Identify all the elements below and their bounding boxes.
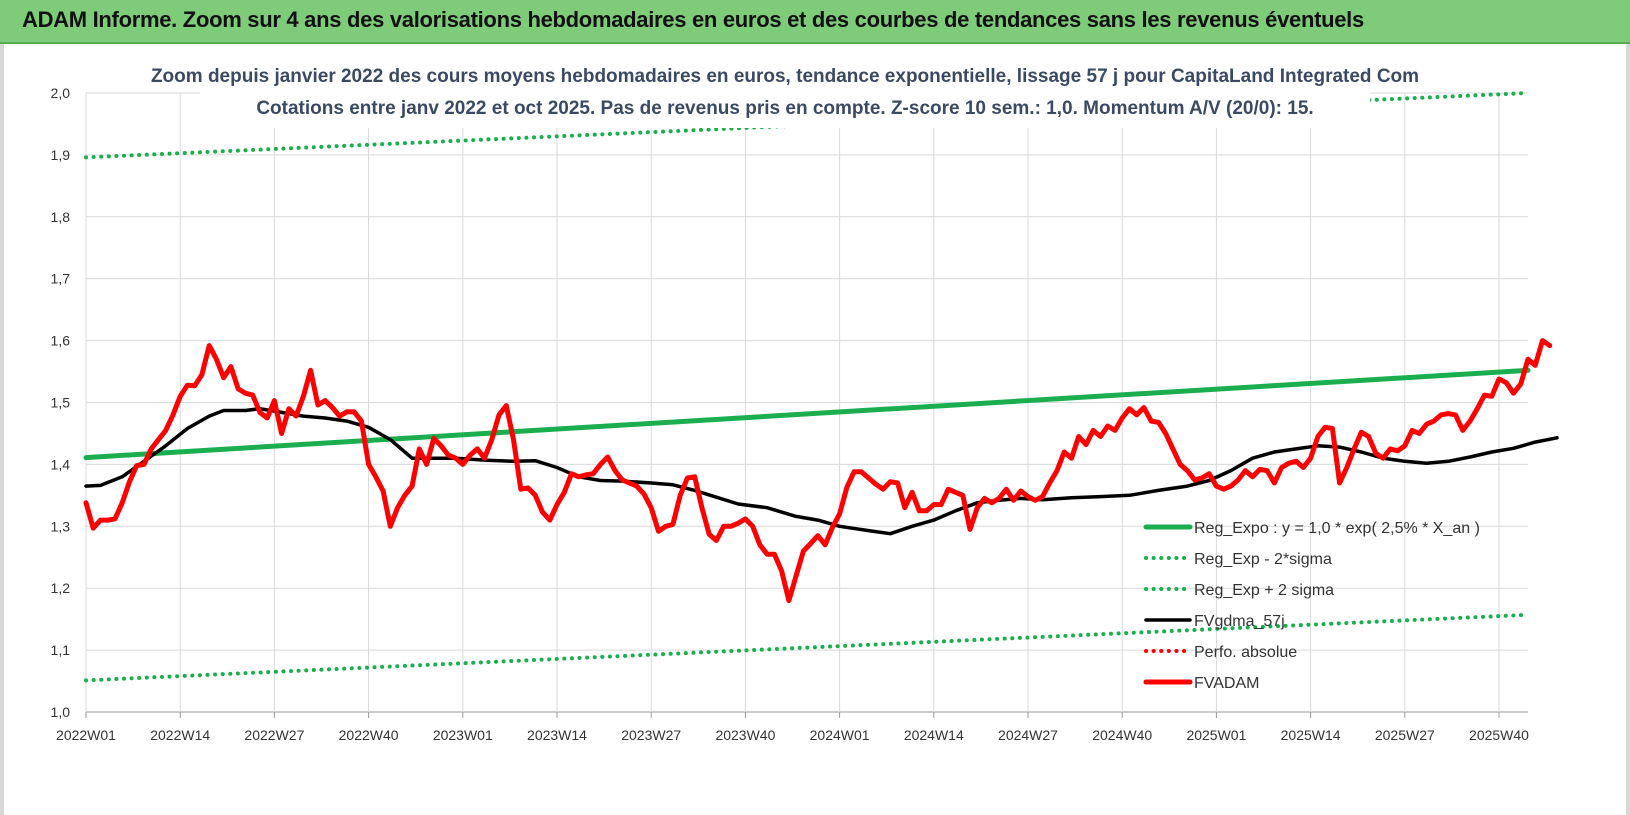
x-axis-ticks: 2022W01 2022W14 2022W27 2022W40 2023W01 2023W…: [56, 727, 1529, 743]
legend-label-5: FVADAM: [1194, 675, 1259, 692]
y-tick-label: 1,2: [51, 580, 71, 596]
report-header: ADAM Informe. Zoom sur 4 ans des valoris…: [0, 0, 1630, 44]
series-line-3: [84, 406, 1559, 536]
x-tick-label: 2025W01: [1186, 727, 1246, 743]
y-tick-label: 1,3: [51, 518, 71, 534]
y-tick-label: 2,0: [51, 85, 71, 101]
y-tick-label: 1,6: [51, 333, 71, 349]
y-tick-label: 1,0: [51, 704, 71, 720]
x-tick-label: 2024W40: [1092, 727, 1152, 743]
series-line-5: [83, 338, 1553, 604]
legend: Reg_Expo : y = 1,0 * exp( 2,5% * X_an ) R…: [1143, 520, 1480, 692]
y-axis-ticks: 1,0 1,1 1,2 1,3 1,4 1,5 1,6 1,7 1,8 1,9 2,0: [51, 85, 71, 720]
line-chart: 1,0 1,1 1,2 1,3 1,4 1,5 1,6 1,7 1,8 1,9 2,0 2022W0…: [51, 56, 1559, 743]
x-tick-label: 2022W14: [150, 727, 210, 743]
x-tick-label: 2022W01: [56, 727, 116, 743]
report-title: ADAM Informe. Zoom sur 4 ans des valoris…: [22, 7, 1364, 32]
legend-label-4: Perfo. absolue: [1194, 644, 1297, 661]
x-tick-label: 2022W40: [339, 727, 399, 743]
x-tick-label: 2025W14: [1281, 727, 1341, 743]
y-tick-label: 1,7: [51, 271, 71, 287]
chart-subtitle: Cotations entre janv 2022 et oct 2025. P…: [256, 98, 1313, 119]
x-tick-label: 2023W40: [715, 727, 775, 743]
legend-label-0: Reg_Expo : y = 1,0 * exp( 2,5% * X_an ): [1194, 520, 1480, 537]
legend-label-1: Reg_Exp - 2*sigma: [1194, 551, 1332, 568]
y-tick-label: 1,8: [51, 209, 71, 225]
chart-area: 1,0 1,1 1,2 1,3 1,4 1,5 1,6 1,7 1,8 1,9 2,0 2022W0…: [0, 44, 1630, 815]
y-tick-label: 1,4: [51, 456, 71, 472]
x-tick-label: 2023W14: [527, 727, 587, 743]
x-tick-label: 2025W27: [1375, 727, 1435, 743]
series-lines: [83, 91, 1559, 683]
y-tick-label: 1,1: [51, 642, 71, 658]
y-tick-label: 1,9: [51, 147, 71, 163]
x-tick-label: 2024W27: [998, 727, 1058, 743]
series-line-1: [84, 612, 1530, 683]
x-tick-label: 2022W27: [244, 727, 304, 743]
title-backdrop: [200, 56, 1370, 128]
chart-title: Zoom depuis janvier 2022 des cours moyen…: [151, 66, 1419, 87]
series-line-0: [83, 367, 1531, 461]
x-tick-label: 2023W27: [621, 727, 681, 743]
x-tick-label: 2024W14: [904, 727, 964, 743]
y-tick-label: 1,5: [51, 395, 71, 411]
x-tick-label: 2023W01: [433, 727, 493, 743]
legend-label-3: FVgdma_57j: [1194, 613, 1285, 630]
x-tick-label: 2024W01: [810, 727, 870, 743]
legend-label-2: Reg_Exp + 2 sigma: [1194, 582, 1334, 599]
x-tick-label: 2025W40: [1469, 727, 1529, 743]
